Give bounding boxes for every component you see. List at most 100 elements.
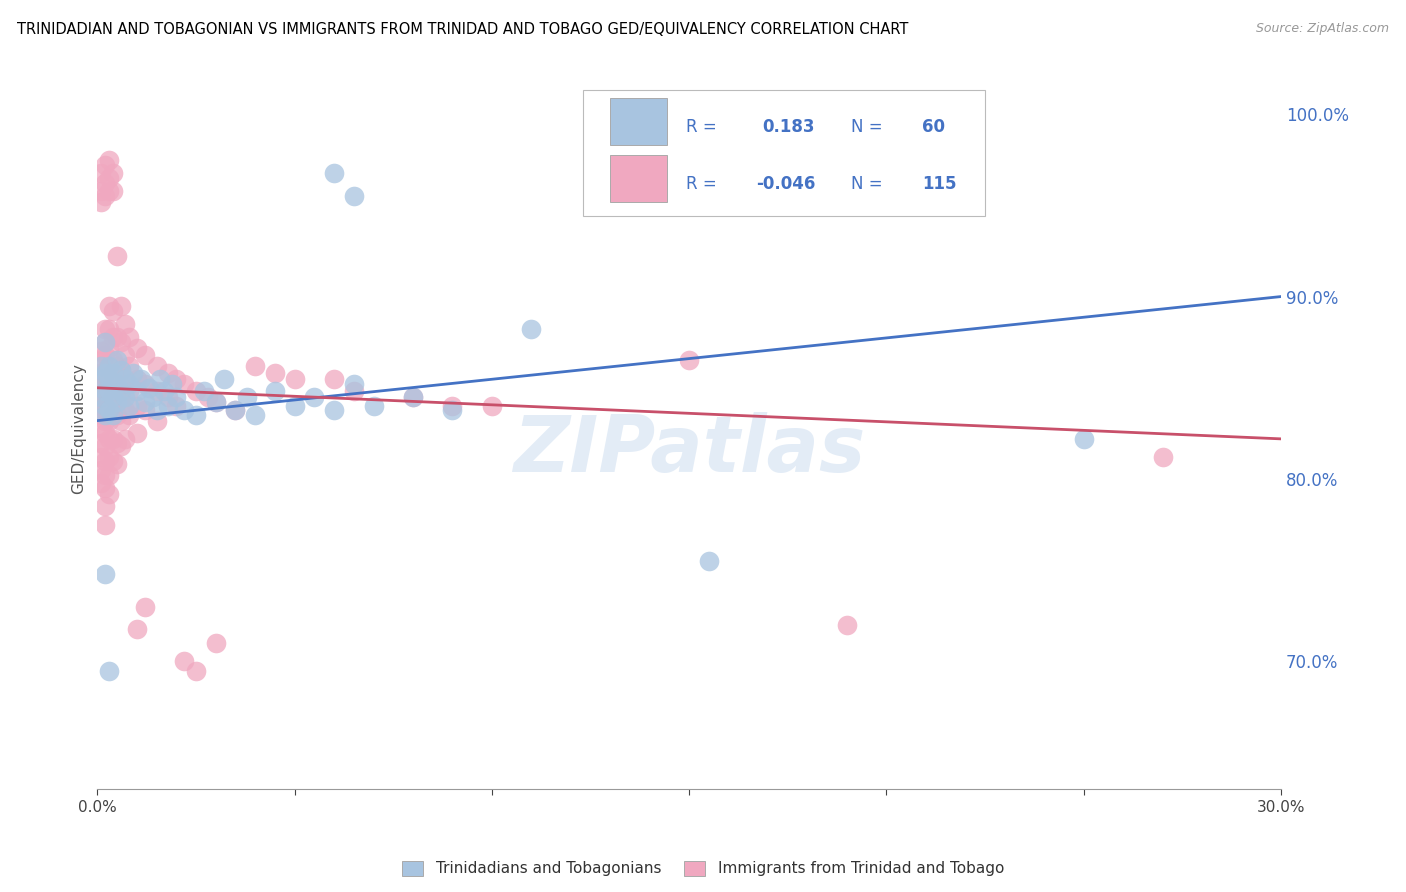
Point (165, 372, 187, 386)
Point (204, 395, 226, 409)
Point (204, 636, 226, 650)
Point (94, 454, 117, 468)
Point (90, 165, 112, 179)
Point (90, 408, 112, 422)
Point (284, 399, 307, 413)
Point (105, 377, 128, 392)
Point (118, 399, 141, 413)
Point (98, 153, 121, 167)
Point (90, 194, 112, 209)
Point (697, 554, 720, 568)
Point (94, 402, 117, 417)
Point (90, 390, 112, 404)
Point (145, 414, 167, 428)
Point (101, 165, 124, 179)
Point (184, 664, 207, 678)
Point (157, 399, 180, 413)
Point (264, 366, 287, 380)
Point (98, 395, 121, 409)
Point (110, 390, 132, 404)
Point (323, 402, 346, 417)
FancyBboxPatch shape (610, 155, 666, 202)
Point (98, 468, 121, 483)
Point (243, 408, 266, 422)
Point (94, 384, 117, 399)
Point (105, 458, 128, 472)
Point (94, 481, 117, 495)
Point (323, 372, 346, 386)
Point (98, 359, 121, 373)
Point (204, 395, 226, 409)
Point (173, 402, 195, 417)
Point (114, 377, 136, 392)
Text: N =: N = (851, 175, 889, 193)
Text: Source: ZipAtlas.com: Source: ZipAtlas.com (1256, 22, 1389, 36)
Point (134, 395, 156, 409)
Point (212, 372, 235, 386)
Point (153, 384, 176, 399)
Point (90, 366, 112, 380)
Point (94, 322, 117, 336)
Point (193, 384, 215, 399)
Point (138, 381, 160, 395)
Point (145, 384, 167, 399)
Point (145, 359, 167, 373)
Point (101, 390, 124, 404)
Point (110, 384, 132, 399)
Point (402, 390, 425, 404)
Point (114, 317, 136, 331)
Point (90, 435, 112, 450)
Point (125, 622, 148, 636)
Point (98, 341, 121, 355)
Point (94, 335, 117, 350)
Point (105, 408, 128, 422)
Point (94, 366, 117, 380)
Point (110, 414, 132, 428)
FancyBboxPatch shape (582, 90, 986, 216)
Point (441, 399, 464, 413)
Point (224, 402, 246, 417)
Point (134, 348, 156, 362)
Point (101, 432, 124, 446)
Point (98, 432, 121, 446)
Point (114, 432, 136, 446)
Point (90, 359, 112, 373)
Point (101, 408, 124, 422)
Point (105, 359, 128, 373)
Point (98, 171, 121, 186)
Point (110, 439, 132, 453)
Point (90, 450, 112, 464)
Point (157, 390, 180, 404)
Point (94, 426, 117, 441)
Point (94, 177, 117, 191)
Point (98, 377, 121, 392)
Point (98, 450, 121, 464)
Point (101, 329, 124, 343)
Point (236, 390, 259, 404)
Point (165, 399, 187, 413)
Point (110, 362, 132, 376)
Point (343, 384, 366, 399)
Point (110, 362, 132, 376)
Point (98, 299, 121, 313)
Point (94, 348, 117, 362)
Point (149, 372, 172, 386)
Point (90, 399, 112, 413)
Point (101, 184, 124, 198)
Point (94, 377, 117, 392)
Point (90, 344, 112, 359)
Text: ZIPatlas: ZIPatlas (513, 412, 865, 489)
Point (114, 390, 136, 404)
Legend: Trinidadians and Tobagonians, Immigrants from Trinidad and Tobago: Trinidadians and Tobagonians, Immigrants… (396, 855, 1010, 882)
Text: 60: 60 (922, 118, 945, 136)
Point (134, 402, 156, 417)
Point (145, 402, 167, 417)
Point (118, 384, 141, 399)
Point (134, 599, 156, 614)
Point (114, 402, 136, 417)
Point (441, 402, 464, 417)
Point (90, 184, 112, 198)
Point (125, 372, 148, 386)
Point (94, 439, 117, 453)
Point (94, 390, 117, 404)
